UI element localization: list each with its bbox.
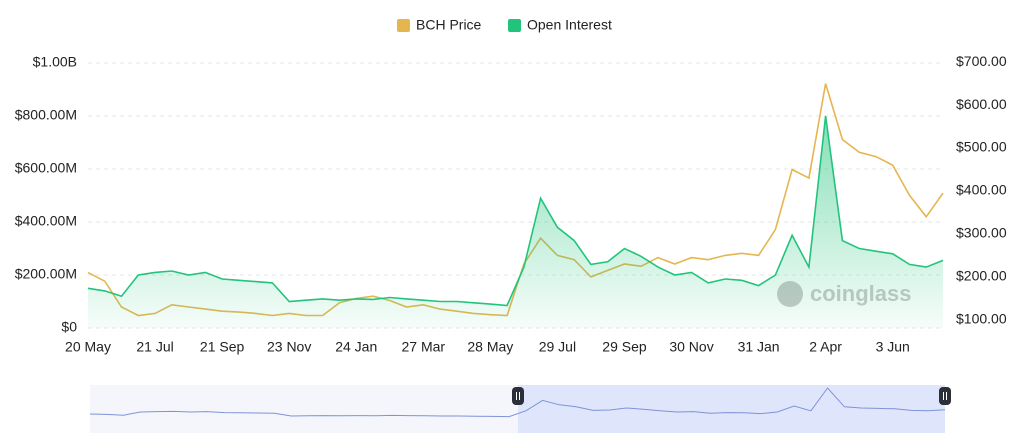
x-tick-label: 21 Sep (200, 339, 245, 355)
navigator-handle[interactable] (939, 387, 951, 405)
x-tick-label: 21 Jul (136, 339, 173, 355)
legend-swatch (508, 19, 521, 32)
line (87, 115, 944, 307)
navigator-handle[interactable] (512, 387, 524, 405)
y2-tick-label: $300.00 (956, 225, 1007, 241)
x-tick-label: 20 May (65, 339, 111, 355)
x-tick-label: 27 Mar (402, 339, 446, 355)
y-tick-label: $800.00M (15, 107, 77, 123)
x-tick-label: 30 Nov (669, 339, 713, 355)
legend-label: Open Interest (527, 17, 612, 33)
y2-tick-label: $600.00 (956, 96, 1007, 112)
y-tick-label: $0 (61, 319, 77, 335)
navigator-selection[interactable] (518, 385, 945, 433)
y2-tick-label: $400.00 (956, 182, 1007, 198)
navigator-line (89, 387, 946, 418)
x-tick-label: 29 Jul (539, 339, 576, 355)
x-tick-label: 2 Apr (809, 339, 842, 355)
y2-tick-label: $100.00 (956, 311, 1007, 327)
x-tick-label: 31 Jan (738, 339, 780, 355)
x-tick-label: 24 Jan (335, 339, 377, 355)
x-tick-label: 29 Sep (602, 339, 647, 355)
legend-label: BCH Price (416, 17, 482, 33)
legend-swatch (397, 19, 410, 32)
y2-tick-label: $200.00 (956, 268, 1007, 284)
y2-tick-label: $500.00 (956, 139, 1007, 155)
area (88, 116, 943, 328)
x-tick-label: 28 May (467, 339, 513, 355)
y-tick-label: $200.00M (15, 266, 77, 282)
y-tick-label: $1.00B (33, 54, 77, 70)
y-tick-label: $600.00M (15, 160, 77, 176)
y2-tick-label: $700.00 (956, 53, 1007, 69)
navigator-background (90, 385, 518, 433)
x-tick-label: 23 Nov (267, 339, 311, 355)
y-tick-label: $400.00M (15, 213, 77, 229)
x-tick-label: 3 Jun (876, 339, 910, 355)
